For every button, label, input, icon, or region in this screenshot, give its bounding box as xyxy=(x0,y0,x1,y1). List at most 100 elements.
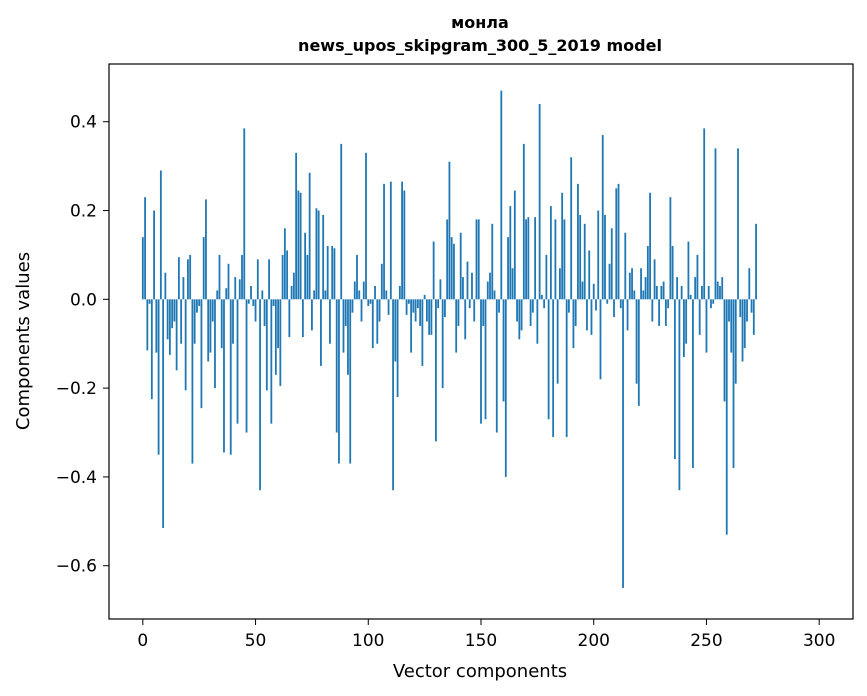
bar-component-112 xyxy=(394,299,397,362)
bar-component-58 xyxy=(272,299,275,306)
bar-component-183 xyxy=(554,219,557,300)
bar-component-235 xyxy=(671,246,674,300)
bar-component-145 xyxy=(468,299,471,309)
bar-component-160 xyxy=(502,299,505,402)
bar-component-98 xyxy=(362,281,365,300)
bar-component-96 xyxy=(358,290,361,300)
bar-component-111 xyxy=(392,299,394,491)
bar-component-185 xyxy=(559,268,561,300)
bar-component-85 xyxy=(333,248,336,300)
bar-component-66 xyxy=(290,286,293,300)
bar-component-204 xyxy=(601,135,604,300)
bar-component-186 xyxy=(561,192,564,300)
bar-component-219 xyxy=(635,299,638,384)
bar-component-256 xyxy=(719,286,721,300)
bar-component-214 xyxy=(624,232,627,300)
bar-component-93 xyxy=(351,299,354,313)
bar-component-10 xyxy=(164,272,167,300)
bar-component-242 xyxy=(687,241,690,300)
bar-component-138 xyxy=(453,243,455,300)
bar-component-250 xyxy=(705,299,708,353)
bar-component-81 xyxy=(324,290,327,300)
x-tick-label: 200 xyxy=(578,631,610,651)
y-tick-label: −0.2 xyxy=(56,379,97,399)
bar-component-210 xyxy=(615,188,618,300)
bar-component-223 xyxy=(644,277,647,300)
bar-component-80 xyxy=(322,214,325,300)
bar-component-170 xyxy=(525,219,527,300)
bar-component-27 xyxy=(202,237,205,300)
bar-component-134 xyxy=(444,299,446,318)
bar-component-11 xyxy=(166,299,169,340)
bar-component-133 xyxy=(441,299,444,389)
bar-component-190 xyxy=(570,157,573,300)
bar-component-79 xyxy=(320,299,322,366)
bar-component-169 xyxy=(522,143,525,300)
bar-component-247 xyxy=(698,299,701,335)
bar-component-168 xyxy=(520,299,523,331)
bar-component-154 xyxy=(489,272,491,300)
bar-component-7 xyxy=(157,299,160,455)
bar-component-197 xyxy=(586,299,588,331)
bar-component-36 xyxy=(223,299,225,453)
bar-component-157 xyxy=(495,299,498,433)
y-tick-label: −0.6 xyxy=(56,557,97,577)
bar-component-196 xyxy=(583,223,586,300)
y-tick-label: −0.4 xyxy=(56,468,97,488)
bar-component-149 xyxy=(477,219,480,300)
bar-component-162 xyxy=(507,237,509,300)
bar-component-104 xyxy=(376,299,379,344)
bar-component-135 xyxy=(446,219,449,300)
bar-component-176 xyxy=(538,103,541,300)
bar-component-173 xyxy=(531,299,534,313)
bar-component-30 xyxy=(209,299,212,353)
bar-component-165 xyxy=(513,190,516,300)
bar-component-35 xyxy=(220,299,223,349)
bar-component-59 xyxy=(274,299,277,375)
bar-component-246 xyxy=(696,254,699,300)
bar-component-115 xyxy=(401,181,403,300)
bar-component-120 xyxy=(412,299,415,313)
bar-component-211 xyxy=(617,183,620,300)
bar-component-84 xyxy=(331,246,334,300)
bar-component-18 xyxy=(182,277,185,300)
bar-component-24 xyxy=(196,299,198,313)
x-tick-label: 100 xyxy=(352,631,384,651)
bar-component-103 xyxy=(374,286,376,300)
bar-component-13 xyxy=(171,299,174,329)
bar-component-108 xyxy=(385,290,388,300)
bar-component-151 xyxy=(482,299,485,326)
bar-component-38 xyxy=(227,263,230,300)
bar-component-200 xyxy=(592,283,595,300)
bar-component-259 xyxy=(725,299,728,535)
bar-component-245 xyxy=(694,277,697,300)
bar-component-55 xyxy=(265,299,268,391)
bar-component-239 xyxy=(680,286,683,300)
bar-component-156 xyxy=(493,290,496,300)
bar-component-70 xyxy=(299,192,302,300)
bar-component-37 xyxy=(225,288,228,300)
bar-component-49 xyxy=(252,299,255,306)
bar-component-42 xyxy=(236,299,239,424)
bar-component-92 xyxy=(349,299,352,464)
bar-component-72 xyxy=(304,232,307,300)
bar-component-244 xyxy=(692,299,694,469)
bar-component-257 xyxy=(721,277,724,300)
bar-component-265 xyxy=(739,299,742,318)
bar-component-148 xyxy=(475,219,478,300)
bar-component-252 xyxy=(710,299,712,309)
bar-component-90 xyxy=(344,299,347,326)
bar-component-4 xyxy=(150,299,153,400)
bar-component-269 xyxy=(748,268,751,300)
bar-component-263 xyxy=(734,299,737,384)
bar-component-74 xyxy=(308,172,311,300)
bar-component-203 xyxy=(599,299,602,380)
bar-component-54 xyxy=(263,299,266,326)
bar-component-48 xyxy=(250,286,252,300)
bar-component-195 xyxy=(581,281,584,300)
bar-component-163 xyxy=(509,206,512,300)
bar-component-227 xyxy=(653,259,656,300)
chart-title: монла xyxy=(451,13,509,32)
bar-component-19 xyxy=(184,299,187,391)
